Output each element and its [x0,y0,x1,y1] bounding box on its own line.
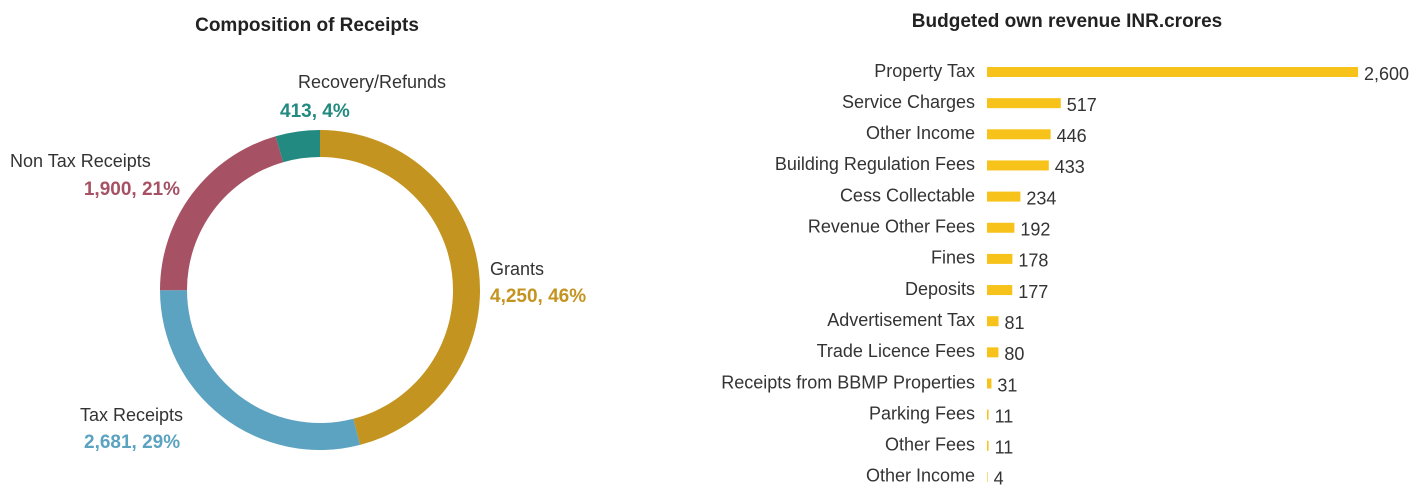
donut-slice [320,130,480,445]
slice-label: Tax Receipts [80,405,183,425]
bar-value: 80 [1004,344,1024,364]
bar-label: Parking Fees [869,403,975,423]
slice-value: 1,900, 21% [84,179,180,200]
bar-value: 517 [1067,95,1097,115]
bar [987,160,1049,171]
bar-value: 81 [1005,313,1025,333]
bar [987,440,989,451]
chart-title: Composition of Receipts [195,15,419,36]
bar-label: Deposits [905,279,975,299]
bar [987,191,1021,202]
bar [987,253,1013,264]
slice-value: 4,250, 46% [490,286,586,307]
bar [987,67,1358,77]
slice-label: Grants [490,259,544,279]
bar [987,378,992,389]
donut-slice [160,136,284,291]
slice-value: 413, 4% [280,101,350,122]
bar-label: Revenue Other Fees [808,217,975,237]
bar-value: 192 [1020,220,1050,240]
bar [987,347,999,358]
bar-value: 234 [1026,188,1056,208]
bar-label: Other Income [866,466,975,486]
chart-title: Budgeted own revenue INR.crores [912,11,1222,32]
bar-value: 11 [995,438,1014,458]
bar-label: Receipts from BBMP Properties [721,372,975,392]
bar-label: Other Fees [885,435,975,455]
bar-value: 2,600 [1364,64,1409,84]
bar-label: Cess Collectable [840,185,975,205]
slice-label: Non Tax Receipts [10,151,151,171]
bar [987,471,988,482]
bar [987,316,999,327]
bar-value: 11 [995,406,1014,426]
bar-label: Trade Licence Fees [817,341,975,361]
donut-slice [275,130,320,163]
slice-value: 2,681, 29% [84,432,180,453]
bar [987,98,1061,109]
bar-value: 4 [994,469,1004,489]
bar [987,129,1051,140]
bar-label: Advertisement Tax [827,310,975,330]
bar [987,222,1015,233]
bar-label: Other Income [866,123,975,143]
donut-slice [160,290,361,450]
bar-label: Property Tax [874,61,975,81]
bar-value: 446 [1057,126,1087,146]
bar-value: 178 [1018,251,1048,271]
bar [987,285,1013,296]
slice-label: Recovery/Refunds [298,72,446,92]
bar-value: 177 [1018,282,1048,302]
bar-value: 433 [1055,157,1085,177]
bar-label: Service Charges [842,92,975,112]
bar [987,409,989,420]
bar-label: Building Regulation Fees [775,154,975,174]
bar-value: 31 [997,375,1017,395]
bar-label: Fines [931,248,975,268]
